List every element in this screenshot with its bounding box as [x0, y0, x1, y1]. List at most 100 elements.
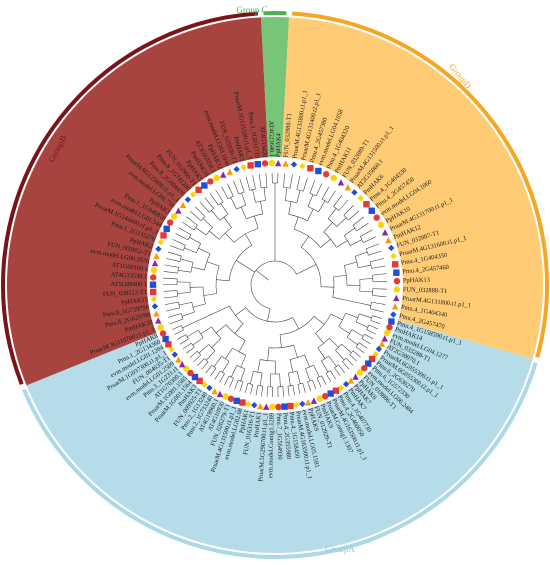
- motif-marker: [390, 311, 397, 318]
- branch-radial: [193, 354, 201, 363]
- branch-radial: [252, 175, 256, 190]
- motif-marker: [168, 346, 175, 353]
- branch-radial: [315, 333, 324, 344]
- leaf-label: AT5G09400.1: [111, 281, 147, 288]
- branch-radial: [244, 383, 249, 394]
- branch-radial: [330, 313, 343, 321]
- branch-arc: [238, 191, 245, 195]
- branch-radial: [238, 340, 246, 353]
- branch-radial: [236, 260, 255, 273]
- branch-radial: [217, 305, 230, 312]
- branch-radial: [233, 180, 239, 195]
- branch-radial: [355, 321, 368, 328]
- branch-radial: [182, 221, 195, 231]
- branch-radial: [166, 307, 180, 312]
- motif-marker: [263, 403, 270, 410]
- motif-marker: [281, 403, 288, 410]
- motif-marker: [342, 380, 350, 388]
- branch-radial: [241, 192, 247, 206]
- branch-radial: [325, 373, 332, 383]
- motif-marker: [381, 335, 388, 342]
- branch-arc: [211, 326, 222, 339]
- branch-radial: [292, 385, 295, 396]
- branch-arc: [219, 214, 229, 221]
- branch-radial: [209, 368, 217, 377]
- motif-marker: [184, 196, 192, 203]
- arc-group-a: [22, 362, 538, 559]
- branch-radial: [266, 386, 268, 397]
- leaf-label: FUN_028512-T1: [103, 289, 148, 299]
- branch-radial: [186, 347, 195, 354]
- motif-marker: [393, 269, 400, 276]
- branch-radial: [249, 371, 254, 385]
- branch-radial: [260, 201, 264, 215]
- group-label-c: Group C: [236, 5, 267, 15]
- leaf-label: AT4G13420: [258, 126, 268, 158]
- branch-arc: [297, 382, 303, 385]
- branch-arc: [190, 262, 194, 273]
- branch-radial: [351, 329, 364, 337]
- branch-radial: [221, 186, 229, 200]
- motif-marker: [219, 171, 227, 178]
- branch-radial: [255, 270, 269, 281]
- branch-radial: [359, 290, 373, 293]
- branch-radial: [220, 203, 229, 215]
- motif-marker: [357, 194, 364, 202]
- motif-marker: [307, 165, 314, 172]
- branch-arc: [200, 216, 206, 221]
- motif-marker: [347, 377, 355, 384]
- motif-marker: [365, 360, 372, 367]
- branch-radial: [170, 245, 184, 251]
- branch-arc: [369, 261, 372, 269]
- branch-radial: [293, 216, 299, 230]
- motif-marker: [171, 351, 178, 358]
- branch-radial: [250, 384, 253, 395]
- motif-marker: [187, 369, 194, 377]
- branch-radial: [349, 354, 358, 362]
- branch-radial: [303, 177, 308, 192]
- branch-radial: [209, 193, 219, 206]
- branch-radial: [368, 250, 382, 256]
- branch-radial: [205, 365, 213, 374]
- motif-marker: [160, 232, 167, 239]
- branch-arc: [246, 213, 263, 220]
- branch-radial: [352, 216, 365, 226]
- leaf-label: evm.model.Contig1.1289: [267, 413, 275, 478]
- branch-radial: [177, 334, 187, 340]
- branch-radial: [269, 373, 272, 387]
- branch-arc: [333, 206, 340, 211]
- branch-radial: [370, 258, 384, 263]
- branch-radial: [175, 233, 189, 241]
- motif-marker: [189, 191, 197, 198]
- branch-arc: [321, 355, 329, 362]
- branch-radial: [214, 370, 221, 380]
- branch-radial: [172, 325, 182, 330]
- sector-group-c: [260, 17, 290, 286]
- motif-marker: [151, 259, 159, 267]
- motif-marker: [233, 397, 240, 405]
- branch-radial: [200, 326, 212, 335]
- branch-radial: [368, 324, 379, 330]
- branch-arc: [352, 225, 357, 232]
- branch-radial: [263, 187, 266, 201]
- leaf-label: PmHAK1: [253, 412, 263, 438]
- motif-marker: [239, 399, 246, 406]
- branch-radial: [283, 173, 285, 188]
- motif-marker: [375, 345, 383, 353]
- motif-marker: [322, 171, 330, 178]
- branch-radial: [372, 273, 387, 276]
- branch-radial: [240, 355, 247, 368]
- branch-radial: [230, 197, 237, 210]
- branch-radial: [296, 371, 301, 384]
- motif-marker: [391, 303, 399, 310]
- motif-marker: [207, 178, 214, 185]
- motif-marker: [393, 286, 401, 293]
- motif-marker: [327, 390, 334, 397]
- motif-marker: [201, 182, 208, 189]
- branch-radial: [215, 324, 227, 334]
- motif-marker: [254, 161, 261, 168]
- branch-radial: [191, 266, 205, 271]
- branch-radial: [335, 350, 345, 361]
- motif-marker: [196, 377, 203, 385]
- branch-arc: [260, 359, 276, 362]
